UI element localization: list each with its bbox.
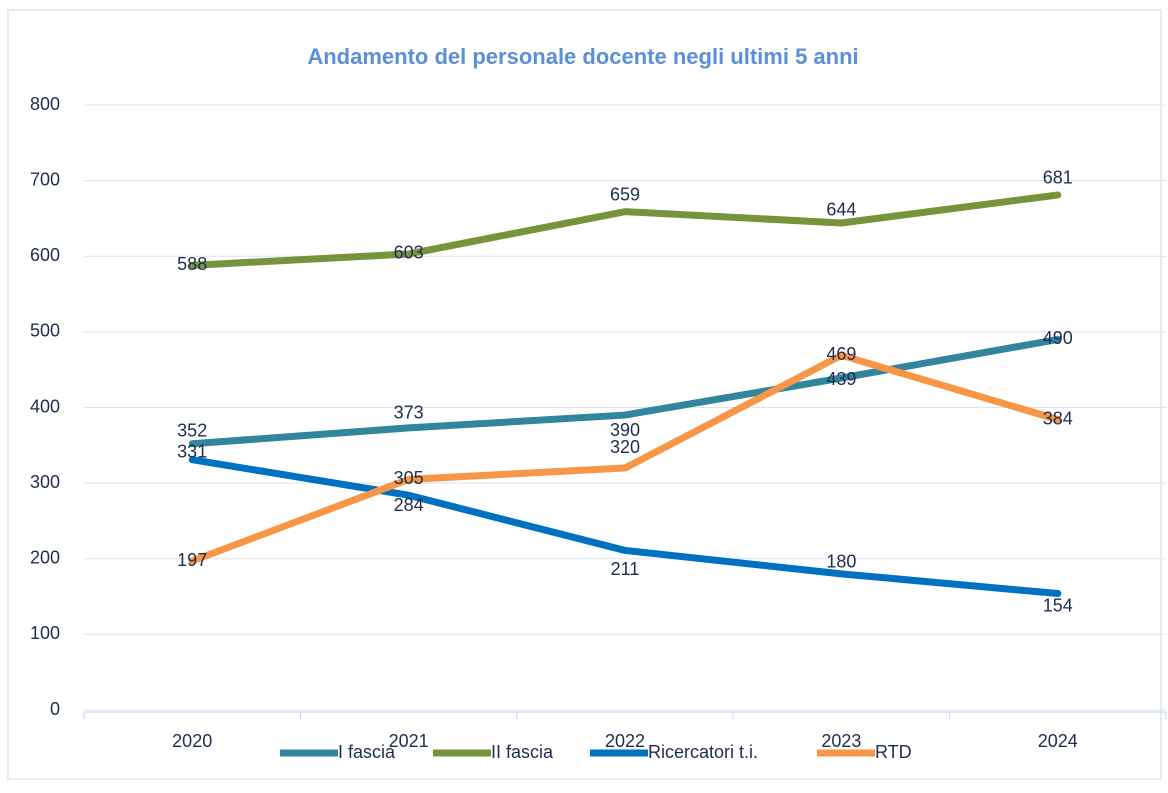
data-label: 603: [394, 243, 424, 263]
data-label: 331: [177, 441, 207, 461]
data-label: 644: [826, 200, 856, 220]
legend-label: I fascia: [338, 742, 396, 762]
chart-frame: [7, 9, 1162, 780]
x-tick-label: 2023: [821, 731, 861, 751]
data-label: 373: [394, 403, 424, 423]
x-tick-label: 2022: [605, 731, 645, 751]
data-label: 681: [1043, 168, 1073, 188]
data-label: 490: [1043, 328, 1073, 348]
series-line: [188, 335, 1062, 448]
legend-label: RTD: [875, 742, 912, 762]
y-tick-label: 300: [30, 472, 60, 492]
data-label: 390: [610, 420, 640, 440]
data-label: 197: [177, 550, 207, 570]
data-label: 659: [610, 184, 640, 204]
x-tick-label: 2024: [1038, 731, 1078, 751]
y-tick-label: 600: [30, 245, 60, 265]
data-label: 284: [394, 495, 424, 515]
data-label: 588: [177, 254, 207, 274]
data-label: 384: [1043, 408, 1073, 428]
data-label: 320: [610, 437, 640, 457]
y-tick-label: 400: [30, 396, 60, 416]
legend-label: II fascia: [491, 742, 554, 762]
data-label: 305: [394, 468, 424, 488]
x-tick-label: 2020: [172, 731, 212, 751]
y-tick-label: 0: [50, 699, 60, 719]
x-tick-label: 2021: [389, 731, 429, 751]
series-line: [188, 191, 1062, 269]
series-line: [188, 456, 1062, 598]
series-line: [188, 351, 1062, 565]
legend-label: Ricercatori t.i.: [648, 742, 758, 762]
data-label: 439: [826, 369, 856, 389]
y-tick-label: 800: [30, 94, 60, 114]
y-tick-label: 700: [30, 169, 60, 189]
y-tick-label: 500: [30, 321, 60, 341]
data-label: 154: [1043, 595, 1073, 615]
y-tick-label: 100: [30, 623, 60, 643]
chart-title: Andamento del personale docente negli ul…: [307, 44, 858, 69]
data-label: 211: [611, 559, 640, 579]
y-tick-label: 200: [30, 548, 60, 568]
data-label: 469: [826, 344, 856, 364]
data-label: 180: [826, 552, 856, 572]
data-label: 352: [177, 421, 207, 441]
